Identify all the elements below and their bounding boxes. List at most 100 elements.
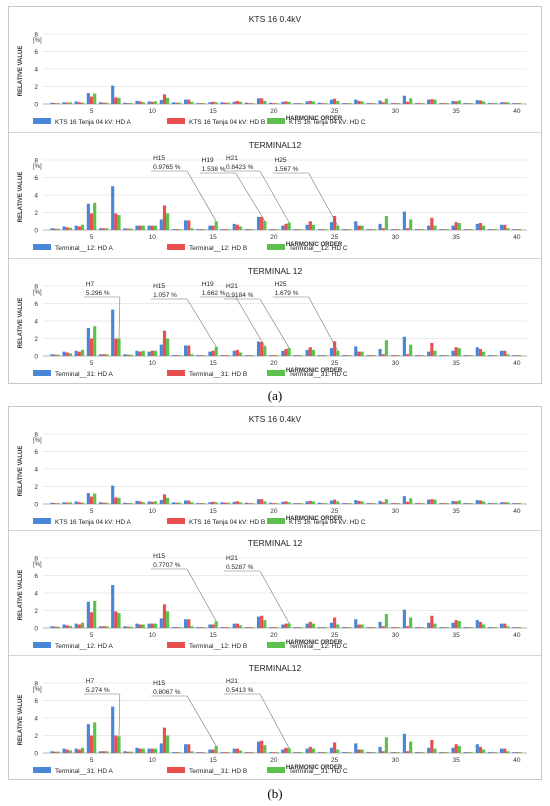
bar — [202, 627, 206, 628]
bar — [214, 621, 218, 628]
x-tick-label: 35 — [453, 757, 461, 764]
bar — [427, 499, 431, 504]
bar — [320, 503, 325, 504]
bar — [247, 752, 252, 753]
bar — [105, 102, 109, 104]
bar — [396, 627, 401, 628]
bar — [345, 752, 349, 753]
x-tick-label: 20 — [270, 234, 278, 241]
annotation-harmonic: H15 — [153, 680, 165, 687]
bar — [220, 102, 224, 104]
legend-swatch — [267, 767, 285, 773]
bar — [269, 502, 273, 504]
bar — [126, 626, 130, 628]
bar — [238, 101, 243, 104]
bar — [384, 340, 388, 356]
bar — [56, 354, 60, 356]
bar — [138, 748, 142, 753]
bar — [396, 752, 401, 753]
legend-swatch — [167, 642, 185, 648]
bar — [348, 103, 352, 104]
bar — [342, 752, 346, 753]
bar — [482, 225, 486, 230]
bar — [384, 98, 388, 104]
bar — [162, 205, 167, 230]
x-tick-label: 30 — [392, 508, 400, 515]
bar — [402, 496, 406, 504]
bar — [366, 627, 370, 628]
bar — [360, 225, 364, 230]
bar — [442, 503, 446, 504]
bar — [244, 102, 248, 104]
bar — [336, 624, 340, 628]
bar — [175, 355, 179, 356]
bar — [463, 503, 467, 504]
bar — [178, 102, 182, 104]
bar — [430, 739, 434, 753]
bar — [114, 97, 118, 104]
annotation-value: 5.274 % — [86, 687, 110, 694]
x-tick-label: 10 — [149, 757, 157, 764]
y-tick-label: 0 — [34, 102, 38, 109]
bar — [223, 355, 227, 356]
bar — [384, 737, 388, 753]
bar — [487, 355, 492, 356]
bar — [150, 225, 154, 230]
bar — [89, 735, 94, 753]
bar — [515, 229, 519, 230]
x-tick-label: 40 — [513, 360, 521, 367]
bar — [296, 229, 300, 230]
bar — [238, 226, 243, 230]
bar — [457, 746, 461, 753]
bar — [491, 103, 495, 104]
bar — [105, 228, 109, 230]
chart-title: TERMINAL12 — [249, 663, 302, 673]
bar — [53, 503, 57, 504]
y-unit-label: [%] — [33, 687, 42, 693]
bar — [384, 499, 388, 504]
bar — [178, 752, 182, 753]
bar — [220, 355, 224, 356]
bar — [405, 501, 410, 504]
bar — [256, 98, 261, 104]
annotation-harmonic: H19 — [202, 281, 214, 288]
bar — [503, 502, 507, 504]
bar — [141, 748, 145, 753]
bar — [518, 103, 522, 104]
bar — [381, 626, 385, 628]
bar — [190, 228, 194, 230]
bar — [463, 752, 467, 753]
bar — [111, 585, 115, 628]
bar — [402, 336, 406, 356]
bar — [232, 501, 236, 504]
bar — [475, 223, 479, 230]
bar — [159, 219, 163, 230]
bar — [475, 100, 479, 104]
bar — [317, 102, 321, 104]
y-tick-label: 2 — [34, 484, 38, 491]
x-tick-label: 30 — [392, 108, 400, 115]
bar — [98, 228, 103, 230]
bar — [378, 621, 382, 628]
bar — [223, 229, 227, 230]
bar — [190, 502, 194, 504]
bar — [232, 101, 236, 104]
bar — [506, 228, 510, 230]
bar — [336, 350, 340, 356]
bar — [129, 103, 133, 104]
bar — [342, 355, 346, 356]
bar — [220, 229, 224, 230]
y-unit-label: [%] — [33, 438, 42, 444]
bar — [482, 101, 486, 104]
legend-label: Terminal__12: HD B — [189, 245, 247, 252]
bar — [117, 338, 121, 356]
bar — [284, 501, 288, 504]
y-tick-label: 0 — [34, 354, 38, 361]
legend-swatch — [167, 370, 185, 376]
bar — [190, 354, 194, 356]
bar — [171, 355, 176, 356]
bar — [320, 355, 325, 356]
bar — [208, 624, 212, 628]
bar — [178, 502, 182, 504]
bar — [126, 751, 130, 753]
